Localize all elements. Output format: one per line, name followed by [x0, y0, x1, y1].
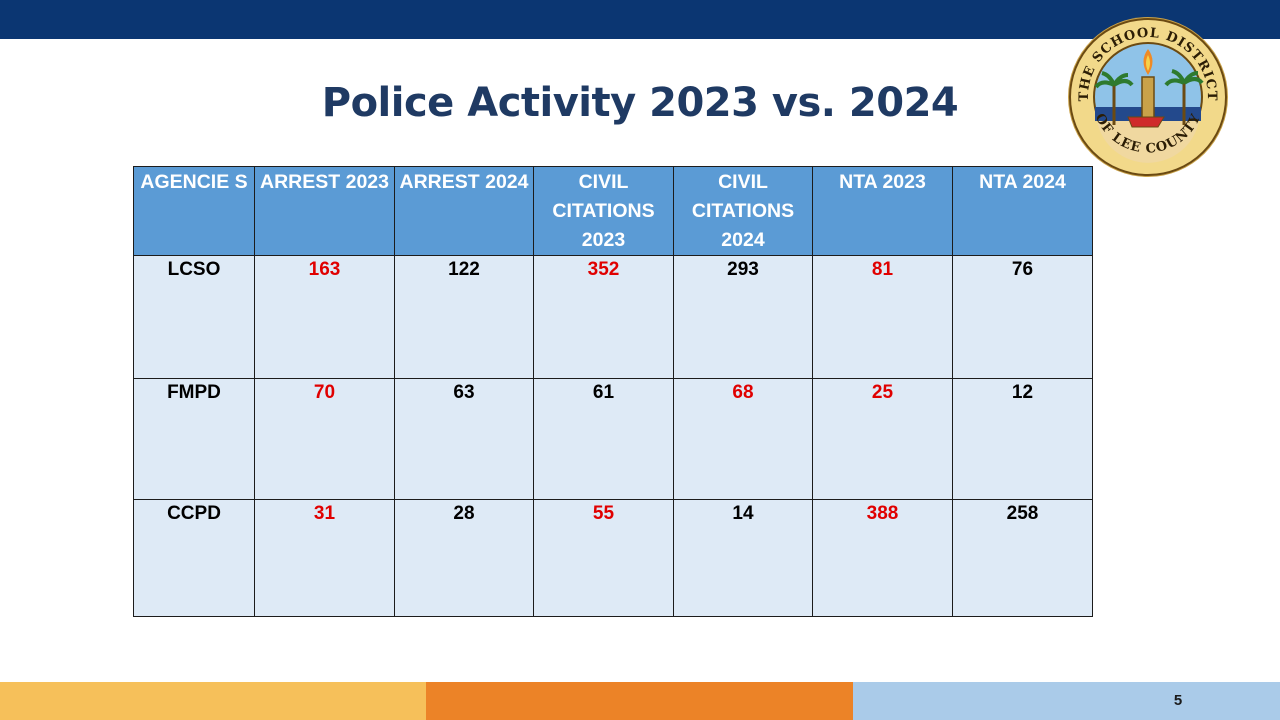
civil-citations-2024-cell: 14: [673, 499, 813, 617]
header-arrest-2024: ARREST 2024: [394, 166, 534, 256]
table-row: FMPD 70 63 61 68 25 12: [133, 378, 1093, 500]
arrest-2023-cell: 31: [254, 499, 395, 617]
civil-citations-2023-cell: 352: [533, 255, 674, 379]
arrest-2024-cell: 28: [394, 499, 534, 617]
arrest-2024-cell: 63: [394, 378, 534, 500]
footer-bar-orange: [426, 682, 853, 720]
header-civil-citations-2024: CIVIL CITATIONS 2024: [673, 166, 813, 256]
nta-2024-cell: 76: [952, 255, 1093, 379]
civil-citations-2024-cell: 68: [673, 378, 813, 500]
arrest-2023-cell: 70: [254, 378, 395, 500]
header-nta-2023: NTA 2023: [812, 166, 953, 256]
agency-cell: CCPD: [133, 499, 255, 617]
nta-2024-cell: 258: [952, 499, 1093, 617]
table-row: LCSO 163 122 352 293 81 76: [133, 255, 1093, 379]
header-arrest-2023: ARREST 2023: [254, 166, 395, 256]
civil-citations-2024-cell: 293: [673, 255, 813, 379]
footer-bar-blue: [853, 682, 1280, 720]
civil-citations-2023-cell: 55: [533, 499, 674, 617]
police-activity-table: AGENCIE S ARREST 2023 ARREST 2024 CIVIL …: [133, 166, 1093, 617]
slide-title: Police Activity 2023 vs. 2024: [321, 80, 959, 126]
agency-cell: FMPD: [133, 378, 255, 500]
table-row: CCPD 31 28 55 14 388 258: [133, 499, 1093, 617]
arrest-2024-cell: 122: [394, 255, 534, 379]
footer-bar-yellow: [0, 682, 426, 720]
header-nta-2024: NTA 2024: [952, 166, 1093, 256]
agency-cell: LCSO: [133, 255, 255, 379]
header-civil-citations-2023: CIVIL CITATIONS 2023: [533, 166, 674, 256]
page-number: 5: [1173, 692, 1183, 709]
nta-2024-cell: 12: [952, 378, 1093, 500]
civil-citations-2023-cell: 61: [533, 378, 674, 500]
nta-2023-cell: 388: [812, 499, 953, 617]
table-header-row: AGENCIE S ARREST 2023 ARREST 2024 CIVIL …: [133, 166, 1093, 256]
school-district-seal-icon: THE SCHOOL DISTRICT OF LEE COUNTY: [1068, 17, 1228, 177]
header-agencies: AGENCIE S: [133, 166, 255, 256]
arrest-2023-cell: 163: [254, 255, 395, 379]
top-bar: [0, 0, 1280, 39]
nta-2023-cell: 81: [812, 255, 953, 379]
nta-2023-cell: 25: [812, 378, 953, 500]
